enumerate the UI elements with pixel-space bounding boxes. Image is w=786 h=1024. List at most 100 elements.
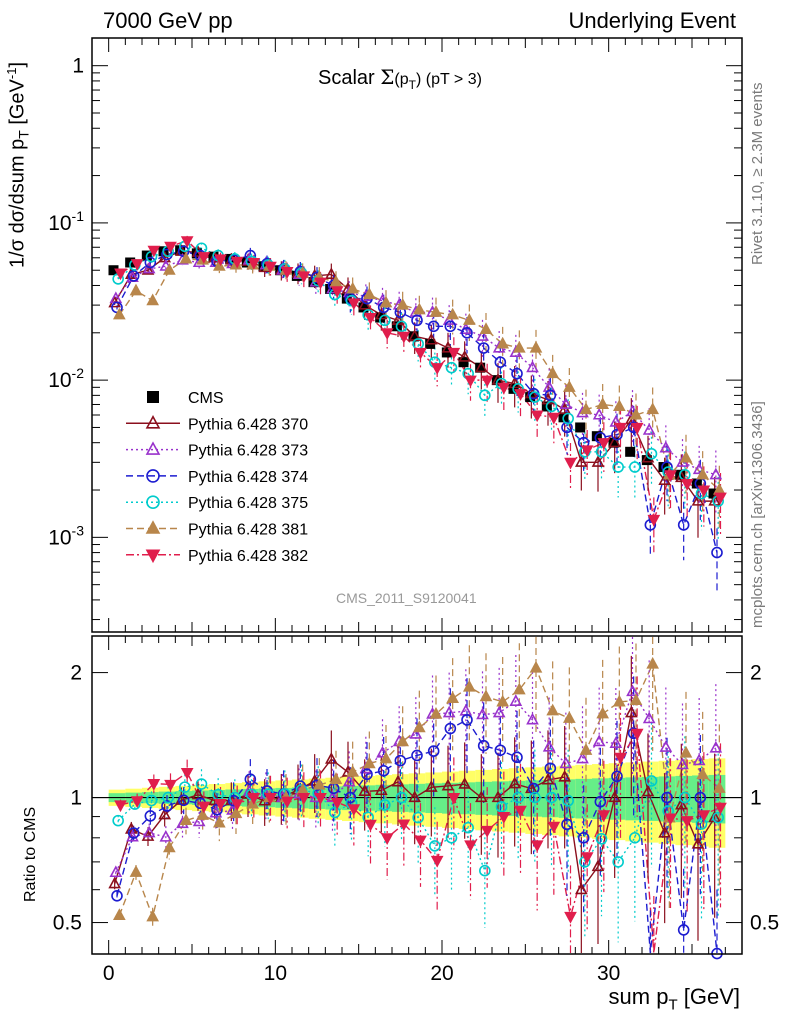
data-point <box>458 349 472 362</box>
ratio-point <box>164 779 177 792</box>
data-markers <box>108 236 727 960</box>
ratio-point <box>591 859 605 872</box>
data-point <box>711 546 723 559</box>
legend-marker <box>145 520 161 534</box>
data-point <box>561 421 573 434</box>
ratio-point <box>280 796 294 809</box>
ratio-point <box>147 779 161 791</box>
data-point <box>147 245 161 258</box>
analysis-tag: CMS_2011_S9120041 <box>336 590 477 606</box>
ratio-point <box>676 757 689 770</box>
data-point <box>546 366 560 379</box>
ratio-point <box>462 679 476 692</box>
ratio-point <box>409 727 423 739</box>
data-point <box>396 297 410 310</box>
data-point <box>127 270 140 282</box>
ratio-point <box>395 791 408 804</box>
data-point <box>629 461 641 473</box>
data-point <box>529 340 543 353</box>
ratio-point <box>112 908 126 921</box>
ratio-point <box>444 722 457 735</box>
legend: CMS Pythia 6.428 370 Pythia 6.428 373 Pythi… <box>126 390 308 565</box>
data-point <box>430 363 444 375</box>
ratio-point <box>246 796 260 809</box>
ratio-point <box>179 781 191 793</box>
data-point <box>575 422 586 433</box>
data-point <box>475 362 486 373</box>
data-point <box>379 295 393 308</box>
data-point <box>458 357 469 368</box>
data-point <box>696 467 710 480</box>
data-point <box>397 331 411 344</box>
data-point <box>480 375 494 388</box>
data-point <box>697 485 711 498</box>
ratio-point <box>108 876 122 889</box>
ratio-point <box>397 819 411 832</box>
ratio-point <box>629 693 643 705</box>
ratio-point <box>645 775 658 787</box>
data-point <box>214 254 227 267</box>
data-point <box>144 256 157 269</box>
mcplots-credit-label: mcplots.cern.ch [arXiv:1306.3436] <box>749 401 766 628</box>
ratio-point <box>396 734 410 747</box>
data-point <box>526 360 539 373</box>
ratio-point <box>314 793 327 805</box>
data-point <box>441 340 455 353</box>
ratio-point <box>162 840 176 853</box>
data-point <box>691 478 702 489</box>
legend-label: Pythia 6.428 382 <box>188 548 308 565</box>
ratio-point <box>297 793 311 805</box>
data-point <box>330 286 344 298</box>
ratio-point <box>680 816 694 828</box>
data-point <box>608 435 622 448</box>
ratio-point <box>608 790 622 803</box>
ratio-point <box>458 777 472 789</box>
ratio-point <box>508 776 522 789</box>
data-point <box>641 450 655 463</box>
ratio-point <box>144 810 157 822</box>
ratio-point <box>544 762 557 775</box>
ratio-point <box>674 797 688 810</box>
data-point <box>395 320 408 333</box>
data-point <box>547 412 561 425</box>
ratio-point <box>679 745 693 758</box>
data-point <box>545 400 558 413</box>
ratio-point <box>509 694 523 706</box>
data-point <box>477 342 490 354</box>
ratio-point <box>464 840 477 853</box>
ratio-point <box>562 794 574 807</box>
data-point <box>679 450 693 463</box>
ratio-point <box>542 739 556 752</box>
data-point <box>297 271 311 284</box>
ratio-point <box>659 740 673 752</box>
ratio-point <box>462 821 474 834</box>
data-point <box>446 307 460 320</box>
header-process-label: Underlying Event <box>568 8 736 33</box>
data-point <box>595 446 608 458</box>
ratio-point <box>427 745 440 757</box>
ratio-point <box>609 736 623 749</box>
ratio-point <box>162 791 174 804</box>
ratio-point <box>247 793 261 805</box>
y-tick-label-main: 10-2 <box>48 365 84 392</box>
data-point <box>612 461 624 473</box>
ratio-point <box>679 791 691 804</box>
data-point <box>429 305 443 317</box>
legend-label: Pythia 6.428 373 <box>188 443 308 460</box>
data-point <box>691 493 705 506</box>
ratio-point <box>377 765 390 777</box>
data-point <box>212 259 226 271</box>
data-point <box>411 314 423 327</box>
ratio-point <box>442 705 456 718</box>
data-point <box>379 314 391 327</box>
legend-marker <box>145 441 161 455</box>
data-point <box>364 313 377 325</box>
data-point <box>491 375 502 386</box>
ratio-point <box>127 827 140 839</box>
ratio-point <box>576 751 589 764</box>
x-tick-label: 20 <box>430 962 453 985</box>
data-point <box>180 236 194 248</box>
data-point <box>175 245 186 256</box>
ratio-point <box>180 767 194 780</box>
ratio-point <box>408 790 422 803</box>
